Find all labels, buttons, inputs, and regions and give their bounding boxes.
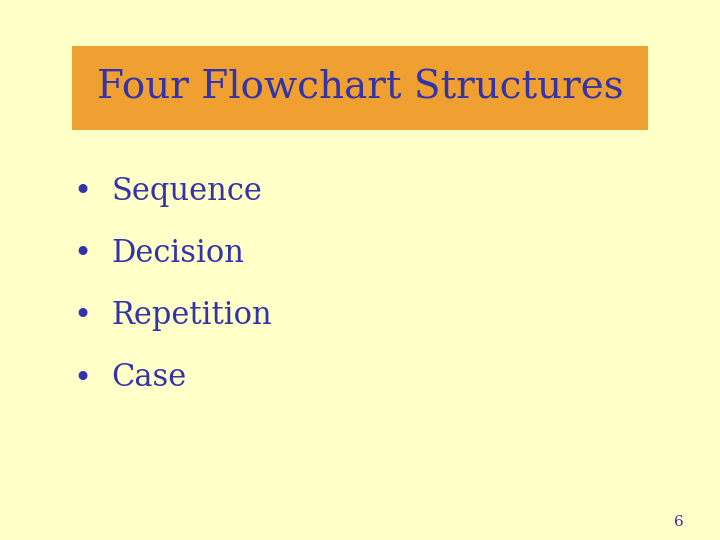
Text: Repetition: Repetition [112, 300, 272, 332]
Text: 6: 6 [674, 515, 684, 529]
Text: •: • [73, 301, 92, 330]
Text: Decision: Decision [112, 238, 245, 269]
Text: Sequence: Sequence [112, 176, 263, 207]
Bar [72, 46, 648, 130]
Text: •: • [73, 363, 92, 393]
Text: Case: Case [112, 362, 187, 394]
Text: •: • [73, 177, 92, 206]
Text: Four Flowchart Structures: Four Flowchart Structures [96, 69, 624, 106]
Text: •: • [73, 239, 92, 268]
